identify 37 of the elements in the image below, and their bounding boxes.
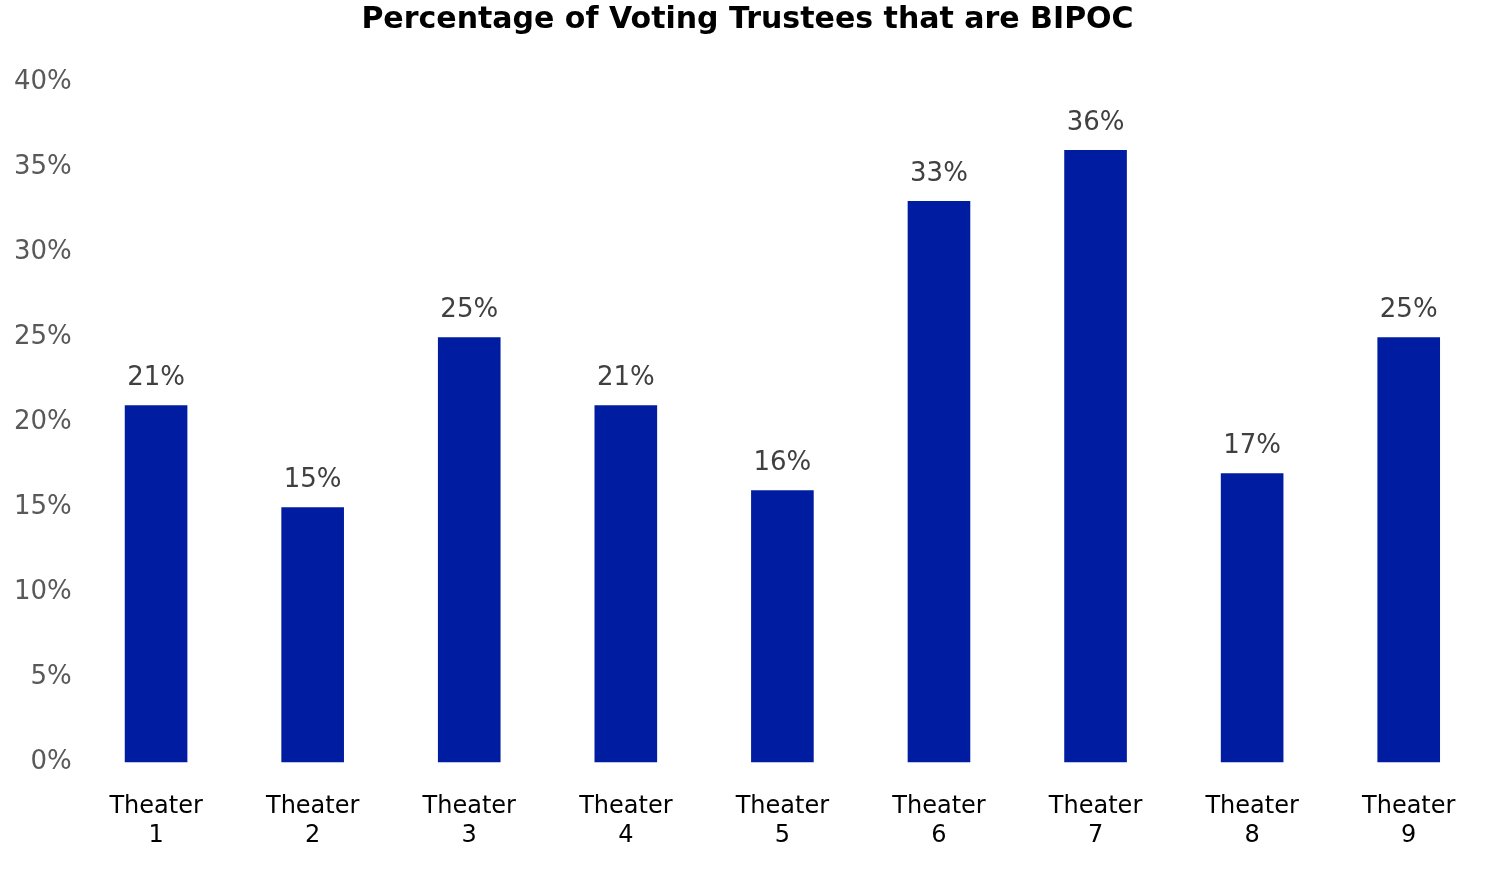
data-label: 25% bbox=[1379, 292, 1438, 323]
x-tick-label: Theater 2 bbox=[264, 791, 360, 848]
bar bbox=[751, 490, 814, 763]
bar bbox=[437, 337, 501, 763]
x-tick-label: Theater 5 bbox=[734, 791, 830, 848]
y-tick-label: 0% bbox=[30, 745, 72, 776]
x-tick-label: Theater 4 bbox=[578, 791, 673, 848]
y-tick-label: 25% bbox=[13, 319, 72, 350]
data-label: 16% bbox=[753, 445, 812, 476]
y-tick-label: 20% bbox=[13, 404, 72, 435]
data-label: 25% bbox=[440, 292, 499, 323]
y-tick-label: 35% bbox=[13, 149, 72, 180]
bar bbox=[1377, 337, 1441, 763]
bar bbox=[1220, 473, 1284, 763]
bar bbox=[281, 507, 344, 763]
bar bbox=[907, 201, 971, 763]
bar bbox=[124, 405, 188, 763]
y-tick-label: 10% bbox=[13, 575, 72, 606]
y-tick-label: 15% bbox=[13, 490, 72, 520]
data-label: 15% bbox=[283, 463, 342, 493]
data-label: 36% bbox=[1066, 105, 1125, 136]
data-label: 21% bbox=[596, 360, 655, 391]
x-tick-label: Theater 8 bbox=[1204, 791, 1299, 848]
bar bbox=[1064, 150, 1127, 763]
data-label: 17% bbox=[1223, 428, 1282, 459]
y-tick-label: 30% bbox=[13, 234, 72, 265]
data-label: 33% bbox=[910, 156, 968, 187]
x-tick-label: Theater 3 bbox=[421, 791, 517, 848]
y-tick-label: 5% bbox=[30, 660, 72, 691]
data-label: 21% bbox=[127, 360, 185, 391]
x-tick-label: Theater 1 bbox=[108, 791, 203, 848]
x-tick-label: Theater 7 bbox=[1047, 791, 1143, 848]
x-tick-label: Theater 6 bbox=[891, 791, 986, 848]
bar bbox=[594, 405, 658, 763]
chart-title: Percentage of Voting Trustees that are BIPOC bbox=[361, 0, 1134, 35]
y-tick-label: 40% bbox=[13, 64, 72, 95]
x-tick-label: Theater 9 bbox=[1361, 791, 1456, 848]
